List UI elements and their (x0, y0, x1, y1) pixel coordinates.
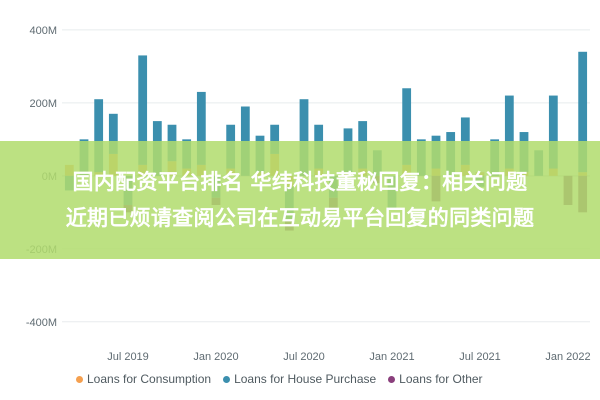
bar-segment (138, 55, 148, 165)
bar-segment (108, 113, 118, 154)
bar-segment (299, 99, 309, 176)
y-tick-label: 400M (29, 25, 57, 37)
bar-segment (578, 51, 588, 173)
x-tick-label: Jul 2021 (459, 351, 501, 363)
bar-segment (402, 88, 412, 165)
bar-segment (270, 124, 280, 154)
ad-overlay-banner[interactable]: 国内配资平台排名 华纬科技董秘回复：相关问题 近期已烦请查阅公司在互动易平台回复… (0, 141, 600, 259)
bar-segment (94, 99, 104, 173)
legend-item-house-purchase: Loans for House Purchase (223, 372, 376, 386)
x-tick-label: Jan 2022 (545, 351, 590, 363)
x-tick-label: Jan 2021 (369, 351, 414, 363)
y-tick-label: -400M (26, 317, 57, 329)
legend-label-other: Loans for Other (399, 372, 483, 386)
x-tick-label: Jul 2019 (107, 351, 149, 363)
bar-segment (196, 91, 206, 165)
chart-legend: Loans for Consumption Loans for House Pu… (76, 372, 483, 386)
legend-swatch-other (388, 375, 396, 383)
legend-swatch-consumption (76, 375, 83, 383)
y-tick-label: 200M (29, 98, 57, 110)
legend-label-house-purchase: Loans for House Purchase (234, 372, 377, 386)
x-tick-label: Jan 2020 (193, 351, 238, 363)
legend-item-consumption: Loans for Consumption (76, 372, 211, 386)
overlay-line-1: 国内配资平台排名 华纬科技董秘回复：相关问题 (72, 170, 528, 194)
bar-segment (548, 95, 558, 169)
overlay-line-2: 近期已烦请查阅公司在互动易平台回复的同类问题 (65, 206, 535, 230)
x-tick-label: Jul 2020 (283, 351, 325, 363)
bar-segment (504, 95, 514, 169)
legend-item-other: Loans for Other (388, 372, 483, 386)
legend-label-consumption: Loans for Consumption (87, 372, 212, 386)
legend-swatch-house-purchase (223, 375, 231, 383)
